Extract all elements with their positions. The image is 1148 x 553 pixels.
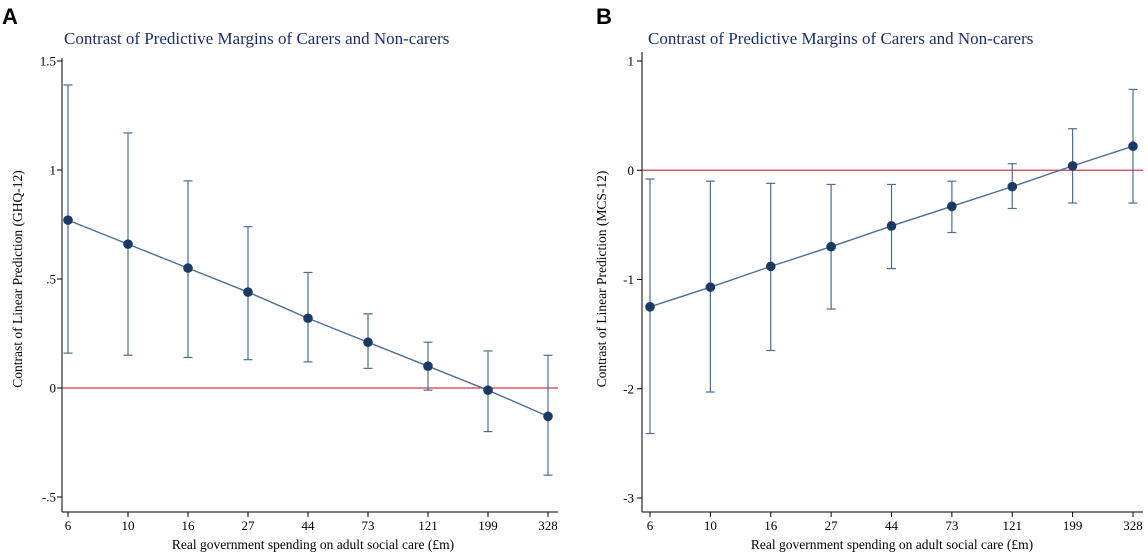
x-axis-label-a: Real government spending on adult social… [172, 537, 454, 552]
x-tick-label-a: 16 [182, 518, 196, 533]
x-tick-label-a: 121 [418, 518, 438, 533]
data-point-a [363, 337, 373, 348]
data-point-b [765, 261, 776, 272]
data-point-a [303, 313, 313, 324]
y-tick-label-b: -3 [623, 491, 634, 506]
x-tick-label-a: 73 [362, 518, 375, 533]
x-tick-label-b: 27 [825, 518, 839, 533]
x-tick-label-b: 199 [1063, 518, 1083, 533]
data-point-b [645, 302, 655, 312]
x-tick-label-a: 328 [538, 518, 558, 533]
x-tick-label-a: 44 [302, 518, 316, 533]
x-tick-label-b: 16 [764, 518, 778, 533]
y-axis-label-b: Contrast of Linear Prediction (MCS-12) [594, 171, 609, 388]
data-point-b [1007, 181, 1018, 192]
x-tick-label-a: 10 [122, 518, 135, 533]
y-tick-label-a: 1.5 [40, 54, 56, 69]
data-point-b [1128, 141, 1138, 152]
data-point-a [63, 215, 73, 225]
data-point-a [123, 239, 133, 249]
panel-a: A Contrast of Predictive Margins of Care… [2, 4, 558, 552]
data-point-a [183, 263, 193, 273]
chart-title-b: Contrast of Predictive Margins of Carers… [648, 29, 1033, 48]
data-point-b [886, 221, 897, 231]
data-point-a [423, 361, 433, 372]
x-tick-label-a: 199 [478, 518, 498, 533]
y-tick-label-b: -2 [623, 381, 634, 396]
x-axis-label-b: Real government spending on adult social… [751, 537, 1033, 552]
x-tick-label-b: 10 [704, 518, 717, 533]
data-point-b [1067, 161, 1078, 171]
y-tick-label-b: 0 [628, 163, 635, 178]
data-point-b [826, 241, 836, 252]
y-axis-label-a: Contrast of Linear Prediction (GHQ-12) [10, 170, 25, 387]
panel-label-b: B [596, 4, 612, 29]
x-tick-label-b: 6 [647, 518, 654, 533]
y-tick-label-b: -1 [623, 272, 634, 287]
y-tick-label-b: 1 [628, 54, 635, 69]
data-point-a [243, 287, 253, 297]
x-tick-label-b: 328 [1123, 518, 1143, 533]
y-tick-label-a: -.5 [42, 490, 56, 505]
x-tick-label-b: 73 [945, 518, 958, 533]
data-point-b [947, 201, 957, 212]
data-point-a [483, 385, 493, 395]
chart-title-a: Contrast of Predictive Margins of Carers… [64, 29, 449, 48]
x-tick-label-a: 27 [242, 518, 256, 533]
y-tick-label-a: 0 [50, 381, 57, 396]
panel-b: B Contrast of Predictive Margins of Care… [594, 4, 1143, 552]
x-tick-label-a: 6 [65, 518, 72, 533]
data-point-a [543, 411, 553, 422]
panel-label-a: A [2, 4, 18, 29]
y-tick-label-a: .5 [46, 272, 56, 287]
data-point-b [705, 282, 716, 292]
x-tick-label-b: 44 [885, 518, 899, 533]
x-tick-label-b: 121 [1003, 518, 1023, 533]
y-tick-label-a: 1 [50, 163, 57, 178]
